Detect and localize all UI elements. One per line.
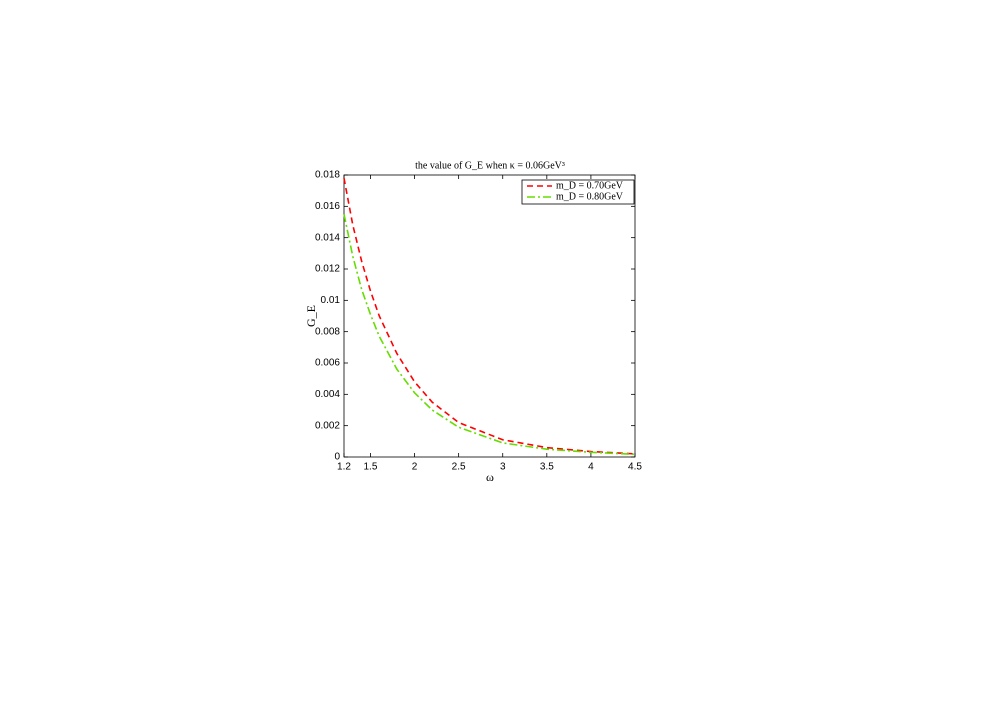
series-line	[343, 214, 636, 456]
x-axis-label: ω	[486, 470, 494, 484]
plot-area	[343, 174, 636, 458]
y-axis-label: G_E	[304, 305, 318, 327]
x-tick-label: 4.5	[628, 462, 642, 473]
y-tick-label: 0.01	[321, 295, 341, 306]
y-tick-label: 0.018	[315, 170, 340, 181]
y-tick-label: 0.014	[315, 232, 340, 243]
legend-label: m_D = 0.70GeV	[556, 180, 624, 191]
x-tick-label: 3.5	[540, 462, 554, 473]
y-tick-label: 0.002	[315, 420, 340, 431]
y-tick-label: 0.012	[315, 264, 340, 275]
x-tick-label: 3	[500, 462, 506, 473]
x-tick-label: 2	[412, 462, 418, 473]
x-tick-label: 4	[588, 462, 594, 473]
x-tick-label: 1.5	[364, 462, 378, 473]
legend-box	[521, 179, 635, 205]
chart-title: the value of G_E when κ = 0.06GeV³	[415, 160, 565, 171]
x-tick-label: 1.2	[337, 462, 351, 473]
y-tick-label: 0.004	[315, 389, 340, 400]
y-tick-label: 0.016	[315, 201, 340, 212]
y-tick-label: 0.006	[315, 358, 340, 369]
y-tick-label: 0	[334, 452, 340, 463]
legend-label: m_D = 0.80GeV	[556, 191, 624, 202]
y-tick-label: 0.008	[315, 326, 340, 337]
x-tick-label: 2.5	[452, 462, 466, 473]
series-line	[343, 177, 636, 455]
